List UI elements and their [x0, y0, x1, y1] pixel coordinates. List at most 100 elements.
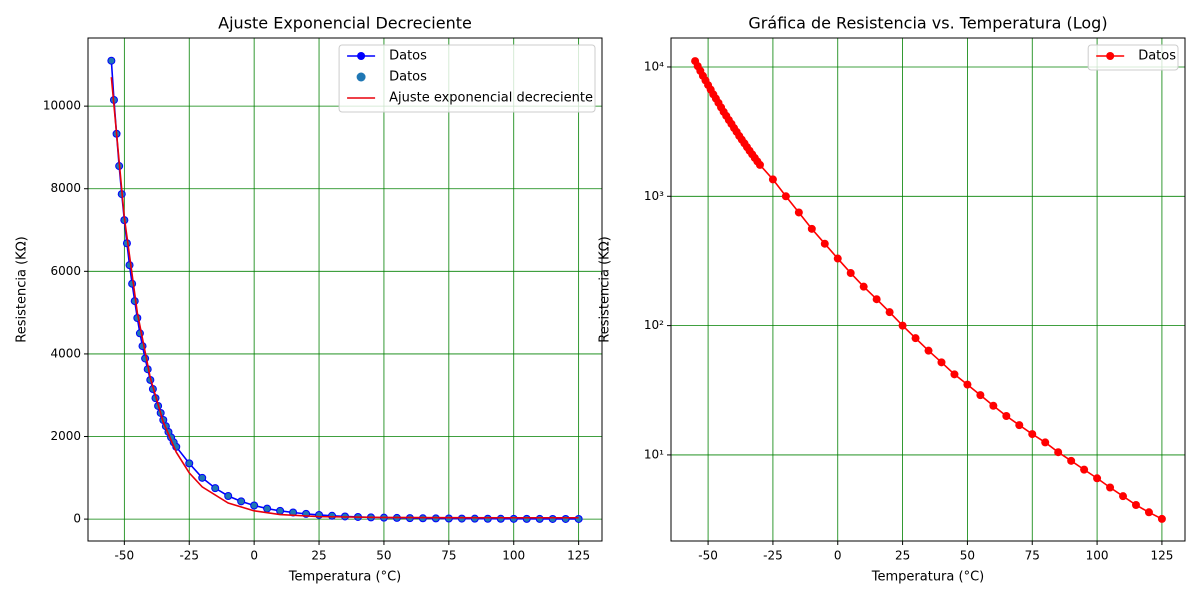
- data-point: [963, 380, 972, 389]
- data-point: [1015, 421, 1024, 430]
- y-tick-label: 4000: [50, 346, 81, 360]
- data-point: [523, 515, 530, 522]
- data-point: [898, 321, 907, 330]
- legend-item: Datos: [1096, 49, 1176, 64]
- legend-item: Datos: [347, 49, 427, 64]
- chart-title: Ajuste Exponencial Decreciente: [218, 14, 472, 33]
- x-tick-label: 75: [441, 549, 456, 563]
- data-point: [1131, 501, 1140, 510]
- x-axis-label: Temperatura (°C): [871, 570, 984, 585]
- series-line: [110, 77, 579, 519]
- data-point: [755, 160, 764, 169]
- legend-label: Ajuste exponencial decreciente: [389, 91, 593, 106]
- y-tick-label: 8000: [50, 181, 81, 195]
- data-point: [445, 515, 452, 522]
- data-point: [950, 370, 959, 379]
- data-point: [872, 295, 881, 304]
- data-point: [1093, 474, 1102, 483]
- data-point: [1144, 508, 1153, 517]
- data-point: [549, 515, 556, 522]
- data-point: [238, 498, 245, 505]
- data-point: [989, 401, 998, 410]
- legend-label: Datos: [389, 70, 427, 85]
- data-point: [484, 515, 491, 522]
- x-tick-label: -25: [179, 549, 199, 563]
- data-point: [1028, 430, 1037, 439]
- data-point: [562, 515, 569, 522]
- x-tick-label: 25: [895, 549, 910, 563]
- x-tick-label: 0: [250, 549, 258, 563]
- x-tick-label: -25: [763, 549, 783, 563]
- data-point: [225, 492, 232, 499]
- data-point: [1041, 438, 1050, 447]
- data-point: [1119, 492, 1128, 501]
- x-tick-label: 125: [567, 549, 590, 563]
- x-axis-label: Temperatura (°C): [288, 570, 401, 585]
- data-point: [1054, 448, 1063, 457]
- data-point: [781, 192, 790, 201]
- axes-frame: [87, 37, 603, 542]
- data-point: [833, 254, 842, 263]
- series-line: [694, 60, 1163, 520]
- data-point: [536, 515, 543, 522]
- legend-box: [338, 44, 596, 113]
- data-point: [471, 515, 478, 522]
- data-point: [199, 474, 206, 481]
- data-point: [768, 175, 777, 184]
- data-point: [976, 391, 985, 400]
- data-point: [251, 502, 258, 509]
- y-tick-label: 6000: [50, 264, 81, 278]
- y-tick-label: 10³: [644, 189, 664, 203]
- x-tick-label: 0: [834, 549, 842, 563]
- chart-title: Gráfica de Resistencia vs. Temperatura (…: [748, 14, 1107, 33]
- data-point: [820, 239, 829, 248]
- data-point: [937, 358, 946, 367]
- data-point: [458, 515, 465, 522]
- y-tick-label: 0: [73, 512, 81, 526]
- x-tick-label: 75: [1025, 549, 1040, 563]
- legend: Datos: [1087, 44, 1179, 71]
- data-point: [1080, 465, 1089, 474]
- data-point: [264, 505, 271, 512]
- data-point: [885, 308, 894, 317]
- x-tick-label: 125: [1150, 549, 1173, 563]
- data-point: [510, 515, 517, 522]
- data-point: [212, 485, 219, 492]
- legend-label: Datos: [389, 49, 427, 64]
- data-point: [794, 208, 803, 217]
- y-tick-label: 10⁴: [644, 59, 664, 73]
- legend-marker: [357, 52, 366, 60]
- data-point: [1067, 456, 1076, 465]
- legend-marker: [356, 72, 366, 82]
- plot-area: [691, 57, 1166, 523]
- data-point: [329, 512, 336, 519]
- y-axis-label: Resistencia (KΩ): [598, 236, 613, 342]
- data-point: [859, 282, 868, 291]
- y-tick-label: 10¹: [644, 447, 664, 461]
- legend-item: Ajuste exponencial decreciente: [347, 91, 593, 106]
- y-axis-label: Resistencia (KΩ): [15, 236, 30, 342]
- y-tick-label: 2000: [50, 429, 81, 443]
- x-tick-label: 25: [311, 549, 326, 563]
- legend-marker: [1106, 52, 1115, 60]
- data-point: [911, 334, 920, 343]
- legend: Datos Datos Ajuste exponencial decreciente: [338, 44, 596, 113]
- y-tick-label: 10²: [644, 318, 664, 332]
- data-point: [846, 269, 855, 278]
- data-point: [1106, 483, 1115, 492]
- legend-box: [1087, 44, 1179, 71]
- legend-label: Datos: [1138, 49, 1176, 64]
- series-line: [110, 60, 579, 520]
- data-point: [277, 507, 284, 514]
- data-point: [1157, 514, 1166, 523]
- x-tick-label: 100: [502, 549, 525, 563]
- data-point: [290, 509, 297, 516]
- x-tick-label: 50: [376, 549, 391, 563]
- axes: -50 -25 0 25 50 75 100 125 0 2000 4000 6000 8000 1000…: [15, 14, 603, 585]
- data-point: [924, 346, 933, 355]
- y-tick-label: 10000: [43, 99, 81, 113]
- data-point: [807, 224, 816, 233]
- data-point: [108, 57, 115, 64]
- axes-frame: [670, 37, 1186, 542]
